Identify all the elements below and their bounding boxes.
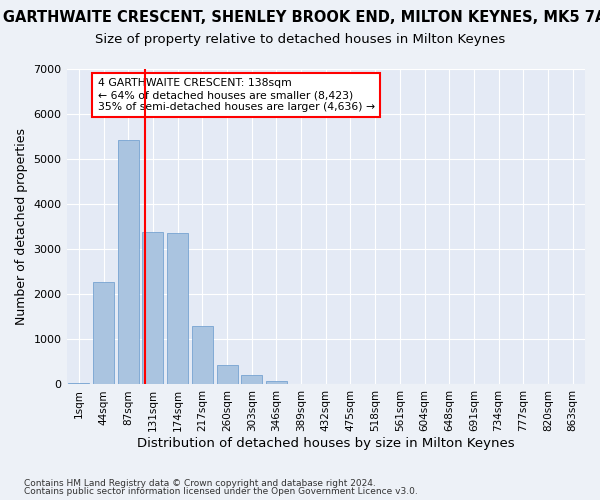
Text: Size of property relative to detached houses in Milton Keynes: Size of property relative to detached ho… bbox=[95, 32, 505, 46]
Bar bbox=[241, 374, 262, 384]
X-axis label: Distribution of detached houses by size in Milton Keynes: Distribution of detached houses by size … bbox=[137, 437, 515, 450]
Text: 4, GARTHWAITE CRESCENT, SHENLEY BROOK END, MILTON KEYNES, MK5 7AX: 4, GARTHWAITE CRESCENT, SHENLEY BROOK EN… bbox=[0, 10, 600, 25]
Text: Contains public sector information licensed under the Open Government Licence v3: Contains public sector information licen… bbox=[24, 487, 418, 496]
Bar bbox=[217, 365, 238, 384]
Bar bbox=[167, 234, 188, 384]
Bar bbox=[266, 381, 287, 384]
Text: Contains HM Land Registry data © Crown copyright and database right 2024.: Contains HM Land Registry data © Crown c… bbox=[24, 478, 376, 488]
Bar bbox=[142, 232, 163, 384]
Bar bbox=[118, 140, 139, 384]
Bar bbox=[93, 282, 114, 385]
Y-axis label: Number of detached properties: Number of detached properties bbox=[15, 128, 28, 325]
Bar bbox=[192, 326, 213, 384]
Text: 4 GARTHWAITE CRESCENT: 138sqm
← 64% of detached houses are smaller (8,423)
35% o: 4 GARTHWAITE CRESCENT: 138sqm ← 64% of d… bbox=[98, 78, 375, 112]
Bar bbox=[68, 383, 89, 384]
